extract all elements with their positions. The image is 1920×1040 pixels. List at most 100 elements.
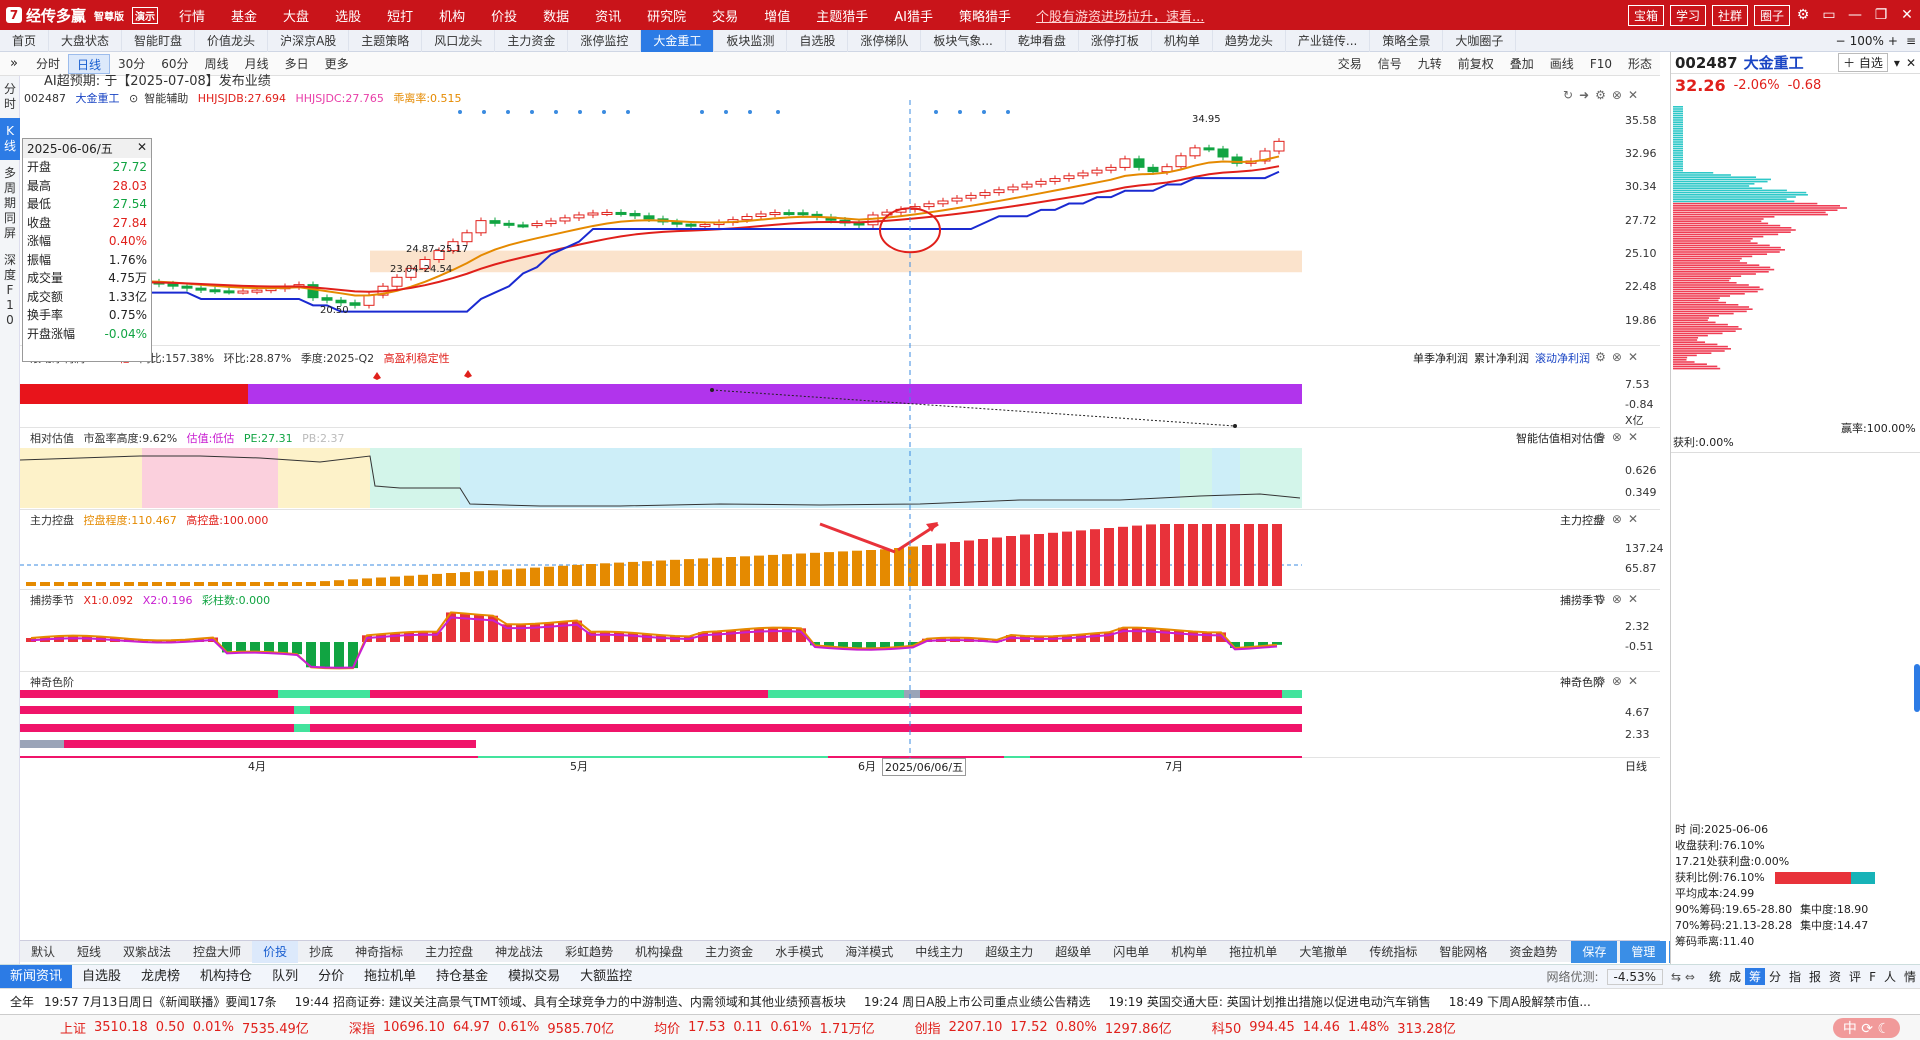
mini-tab[interactable]: 报 (1809, 970, 1822, 984)
quote-name[interactable]: 大金重工 (1743, 54, 1804, 72)
period-item[interactable]: 周线 (204, 56, 229, 71)
period-item[interactable]: 月线 (244, 56, 269, 71)
expand-icon[interactable]: » (10, 56, 18, 71)
menu-item[interactable]: 交易 (712, 9, 739, 25)
tab-item[interactable]: 板块监测 (714, 29, 788, 52)
add-watch-button[interactable]: ＋ 自选 (1838, 53, 1888, 72)
menu-item[interactable]: 基金 (231, 9, 258, 25)
mini-tab[interactable]: 统 (1708, 970, 1721, 984)
mini-tab[interactable]: 筹 (1744, 968, 1765, 985)
news-tab[interactable]: 队列 (272, 968, 299, 984)
menu-item[interactable]: AI猎手 (894, 9, 933, 25)
title-button[interactable]: 学习 (1669, 4, 1706, 26)
menu-item[interactable]: 增值 (764, 9, 791, 25)
indicator-tab[interactable]: 主力控盘 (425, 944, 474, 959)
season-pane[interactable]: 捕捞季节 X1:0.092 X2:0.196 彩柱数:0.000 捕捞季节 ⚙⊗… (20, 590, 1660, 672)
demo-badge[interactable]: 演示 (132, 6, 159, 24)
chart-tool[interactable]: 信号 (1377, 56, 1402, 71)
indicator-tab[interactable]: 神龙战法 (495, 944, 544, 959)
alert-ticker[interactable]: 个股有游资进场拉升，速看... (1035, 9, 1205, 25)
news-tab[interactable]: 大额监控 (580, 968, 633, 984)
stock-name[interactable]: 大金重工 (75, 92, 120, 105)
chart-tool[interactable]: 交易 (1337, 56, 1362, 71)
season-right-label[interactable]: 捕捞季节 (1560, 594, 1604, 607)
mini-tab[interactable]: 人 (1883, 970, 1896, 984)
chart-tool[interactable]: 九转 (1417, 56, 1442, 71)
indicator-tab[interactable]: 主力资金 (705, 944, 754, 959)
indicator-tab[interactable]: 智能网格 (1439, 944, 1488, 959)
indicator-tab[interactable]: 海洋模式 (845, 944, 894, 959)
period-item[interactable]: 日线 (67, 53, 110, 74)
tab-item[interactable]: 涨停梯队 (848, 29, 922, 52)
menu-item[interactable]: 短打 (387, 9, 414, 25)
menu-item[interactable]: 价投 (491, 9, 518, 25)
news-tab[interactable]: 机构持仓 (200, 968, 253, 984)
indicator-tab[interactable]: 控盘大师 (193, 944, 242, 959)
menu-item[interactable]: 数据 (543, 9, 570, 25)
title-button[interactable]: 圈子 (1753, 4, 1790, 26)
tab-item[interactable]: 乾坤看盘 (1006, 29, 1079, 52)
menu-item[interactable]: 机构 (439, 9, 466, 25)
indicator-tab[interactable]: 神奇指标 (355, 944, 404, 959)
settings-icon[interactable]: ⚙ (1796, 7, 1810, 23)
tab-item[interactable]: 策略全景 (1370, 29, 1444, 52)
news-tab[interactable]: 新闻资讯 (0, 964, 73, 989)
assist-icon[interactable]: ⊙ (129, 92, 139, 105)
menu-item[interactable]: 主题猎手 (816, 9, 869, 25)
index-item[interactable]: 均价 17.53 0.11 0.61% 1.71万亿 (654, 1018, 874, 1037)
profit-tab[interactable]: 累计净利润 (1474, 352, 1529, 365)
tab-item[interactable]: 风口龙头 (422, 29, 496, 52)
zoom-in-icon[interactable]: + (1887, 33, 1898, 48)
indicator-tab[interactable]: 中线主力 (915, 944, 964, 959)
title-button[interactable]: 社群 (1711, 4, 1748, 26)
news-item[interactable]: 19:57 7月13日周日《新闻联播》要闻17条 (44, 995, 277, 1009)
color-pane[interactable]: 神奇色阶 神奇色阶 ⚙⊗✕ 4.67 2.33 (20, 672, 1660, 758)
index-item[interactable]: 创指 2207.10 17.52 0.80% 1297.86亿 (915, 1018, 1172, 1037)
news-item[interactable]: 18:49 下周A股解禁市值... (1448, 995, 1591, 1009)
rail-item[interactable]: 多周期同屏 (3, 166, 16, 240)
zoom-out-icon[interactable]: − (1835, 33, 1846, 48)
restore-icon[interactable]: ❐ (1874, 7, 1888, 23)
close-icon[interactable]: ✕ (1901, 7, 1913, 23)
color-right-label[interactable]: 神奇色阶 (1560, 676, 1604, 689)
color-pane-tools[interactable]: ⚙⊗✕ (1595, 674, 1644, 688)
period-item[interactable]: 60分 (161, 56, 189, 71)
menu-icon[interactable]: ≡ (1905, 33, 1916, 48)
mini-tab[interactable]: 资 (1829, 970, 1842, 984)
menu-item[interactable]: 资讯 (595, 9, 622, 25)
menu-item[interactable]: 行情 (179, 9, 206, 25)
menu-item[interactable]: 选股 (335, 9, 362, 25)
minimize-icon[interactable]: — (1848, 7, 1862, 23)
news-tab[interactable]: 拖拉机单 (364, 968, 417, 984)
tab-item[interactable]: 自选股 (787, 29, 849, 52)
valuation-pane[interactable]: 相对估值 市盈率高度:9.62% 估值:低估 PE:27.31 PB:2.37 … (20, 428, 1660, 510)
tab-item[interactable]: 沪深京A股 (268, 29, 350, 52)
season-pane-tools[interactable]: ⚙⊗✕ (1595, 592, 1644, 606)
indicator-action[interactable]: 管理 (1620, 940, 1667, 963)
ai-notice[interactable]: AI超预期: 于【2025-07-08】发布业绩 (44, 74, 271, 89)
tab-item[interactable]: 智能盯盘 (122, 29, 196, 52)
title-button[interactable]: 宝箱 (1627, 4, 1664, 26)
valuation-right-label[interactable]: 智能估值相对估值 (1516, 432, 1604, 445)
chart-tool[interactable]: 叠加 (1509, 56, 1534, 71)
menu-item[interactable]: 大盘 (283, 9, 310, 25)
indicator-tab[interactable]: 彩虹趋势 (565, 944, 614, 959)
assist-label[interactable]: 智能辅助 (144, 92, 189, 105)
tab-item[interactable]: 涨停打板 (1079, 29, 1152, 52)
profit-tab[interactable]: 单季净利润 (1413, 352, 1468, 365)
profit-pane-tools[interactable]: ⚙⊗✕ (1595, 350, 1644, 364)
indicator-tab[interactable]: 拖拉机单 (1229, 944, 1278, 959)
period-item[interactable]: 分时 (35, 56, 60, 71)
tab-item[interactable]: 首页 (0, 29, 50, 52)
kline-chart[interactable]: 34.95 24.87–25.17 23.04–24.54 20.50 (20, 106, 1660, 346)
indicator-tab[interactable]: 传统指标 (1369, 944, 1418, 959)
news-item[interactable]: 19:24 周日A股上市公司重点业绩公告精选 (863, 995, 1091, 1009)
indicator-tab[interactable]: 机构单 (1171, 944, 1208, 959)
news-tab[interactable]: 自选股 (82, 968, 122, 984)
mini-tab[interactable]: 成 (1728, 970, 1741, 984)
indicator-action[interactable]: 保存 (1571, 940, 1618, 963)
news-tab[interactable]: 持仓基金 (436, 968, 489, 984)
tab-item[interactable]: 大金重工 (641, 29, 715, 52)
